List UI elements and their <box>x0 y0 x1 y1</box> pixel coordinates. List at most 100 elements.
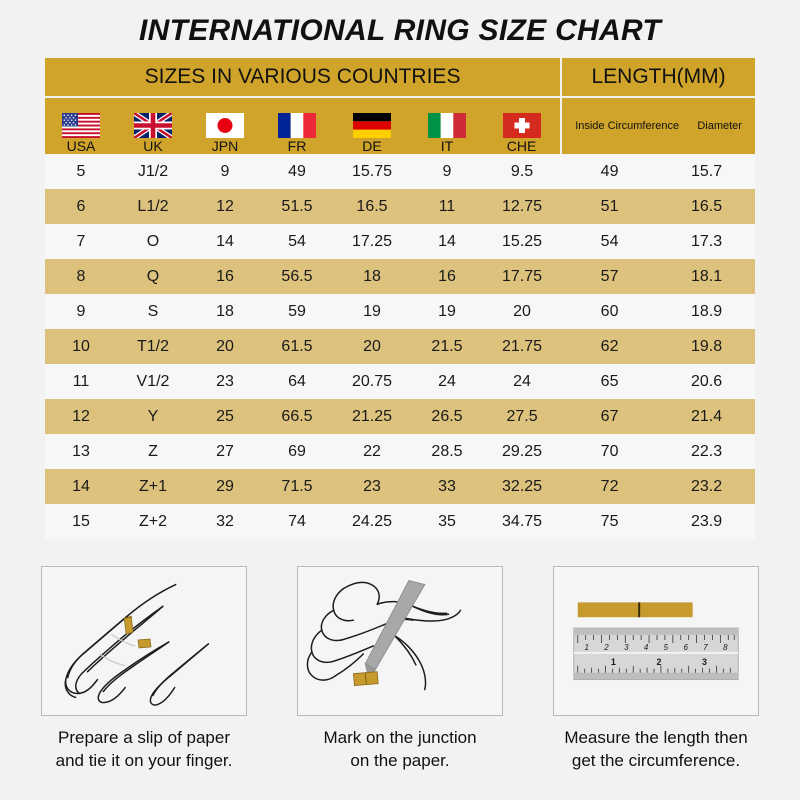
table-cell: 51.5 <box>261 189 333 224</box>
table-cell: 75 <box>561 504 659 539</box>
country-code-de: DE <box>362 138 382 154</box>
table-cell: 51 <box>561 189 659 224</box>
table-cell: 18.9 <box>658 294 756 329</box>
table-cell: 74 <box>261 504 333 539</box>
table-cell: 29 <box>189 469 261 504</box>
flag-japan-icon <box>206 113 244 138</box>
table-cell: 29.25 <box>483 434 562 469</box>
table-cell: 5 <box>45 154 117 189</box>
table-body: 5 J1/2 9 49 15.75 9 9.5 49 15.7 6 L1/2 12 51.5 16.5 11… <box>45 154 756 539</box>
instruction-caption-3: Measure the length then get the circumfe… <box>564 728 748 770</box>
table-row: 12 Y 25 66.5 21.25 26.5 27.5 67 21.4 <box>45 399 756 434</box>
label-diameter: Diameter <box>697 120 742 132</box>
flag-italy-icon <box>428 113 466 138</box>
svg-text:3: 3 <box>624 643 629 652</box>
table-cell: 6 <box>45 189 117 224</box>
table-cell: 9.5 <box>483 154 562 189</box>
country-code-fr: FR <box>287 138 307 154</box>
table-row: 8 Q 16 56.5 18 16 17.75 57 18.1 <box>45 259 756 294</box>
table-cell: 34.75 <box>483 504 562 539</box>
flag-uk-icon <box>134 113 172 138</box>
table-cell: 69 <box>261 434 333 469</box>
size-chart-table: SIZES IN VARIOUS COUNTRIES LENGTH(MM) <box>45 58 756 539</box>
svg-text:1: 1 <box>584 643 588 652</box>
table-cell: 21.5 <box>411 329 483 364</box>
table-cell: 14 <box>45 469 117 504</box>
table-cell: 20 <box>333 329 411 364</box>
table-cell: 27.5 <box>483 399 562 434</box>
table-cell: 61.5 <box>261 329 333 364</box>
table-cell: 21.4 <box>658 399 756 434</box>
table-row: 11 V1/2 23 64 20.75 24 24 65 20.6 <box>45 364 756 399</box>
table-cell: 62 <box>561 329 659 364</box>
table-cell: 54 <box>561 224 659 259</box>
table-cell: 15.25 <box>483 224 562 259</box>
table-cell: 20.6 <box>658 364 756 399</box>
table-cell: 22.3 <box>658 434 756 469</box>
table-cell: 54 <box>261 224 333 259</box>
flag-germany-icon <box>353 113 391 138</box>
table-cell: 24 <box>411 364 483 399</box>
table-cell: 18 <box>189 294 261 329</box>
table-cell: 20 <box>189 329 261 364</box>
hand-marking-paper-icon <box>306 580 462 691</box>
table-cell: 9 <box>411 154 483 189</box>
flag-france-icon <box>278 113 316 138</box>
paper-strip-2 <box>137 638 152 649</box>
table-cell: Z <box>117 434 189 469</box>
hand-with-paper-strip-icon <box>64 583 210 706</box>
table-cell: 23 <box>333 469 411 504</box>
instruction-caption-2: Mark on the junction on the paper. <box>323 728 477 770</box>
table-cell: Y <box>117 399 189 434</box>
svg-text:2: 2 <box>603 643 609 652</box>
instruction-panel-1: Prepare a slip of paper and tie it on yo… <box>40 566 248 772</box>
table-cell: 19 <box>411 294 483 329</box>
country-code-jpn: JPN <box>211 138 239 154</box>
table-cell: S <box>117 294 189 329</box>
table-cell: 66.5 <box>261 399 333 434</box>
table-cell: 20 <box>483 294 562 329</box>
table-cell: Q <box>117 259 189 294</box>
pen-icon <box>364 580 426 682</box>
table-cell: 27 <box>189 434 261 469</box>
table-cell: 20.75 <box>333 364 411 399</box>
table-cell: 23.2 <box>658 469 756 504</box>
table-cell: 9 <box>189 154 261 189</box>
table-cell: 14 <box>411 224 483 259</box>
table-cell: 35 <box>411 504 483 539</box>
table-row: 13 Z 27 69 22 28.5 29.25 70 22.3 <box>45 434 756 469</box>
table-cell: Z+1 <box>117 469 189 504</box>
table-cell: 12 <box>189 189 261 224</box>
table-cell: 32 <box>189 504 261 539</box>
table-cell: 49 <box>561 154 659 189</box>
table-cell: 70 <box>561 434 659 469</box>
table-cell: 25 <box>189 399 261 434</box>
table-cell: 12.75 <box>483 189 562 224</box>
instruction-caption-1: Prepare a slip of paper and tie it on yo… <box>55 728 233 770</box>
measured-paper-strip <box>577 602 693 618</box>
table-cell: 22 <box>333 434 411 469</box>
label-inside-circumference: Inside Circumference <box>575 120 680 132</box>
svg-text:7: 7 <box>703 643 708 652</box>
table-cell: 59 <box>261 294 333 329</box>
svg-text:5: 5 <box>664 643 669 652</box>
table-cell: 21.25 <box>333 399 411 434</box>
table-cell: 67 <box>561 399 659 434</box>
table-cell: 15.75 <box>333 154 411 189</box>
svg-text:2: 2 <box>656 657 661 667</box>
table-cell: 19 <box>333 294 411 329</box>
column-header-jpn: JPN <box>189 96 261 154</box>
table-cell: 23 <box>189 364 261 399</box>
table-cell: 16 <box>411 259 483 294</box>
table-cell: 16.5 <box>658 189 756 224</box>
table-cell: V1/2 <box>117 364 189 399</box>
instruction-image-2 <box>297 566 503 716</box>
column-header-uk: UK <box>117 96 189 154</box>
table-cell: 28.5 <box>411 434 483 469</box>
table-group-header-row: SIZES IN VARIOUS COUNTRIES LENGTH(MM) <box>45 58 756 97</box>
svg-text:8: 8 <box>723 643 728 652</box>
table-cell: 8 <box>45 259 117 294</box>
